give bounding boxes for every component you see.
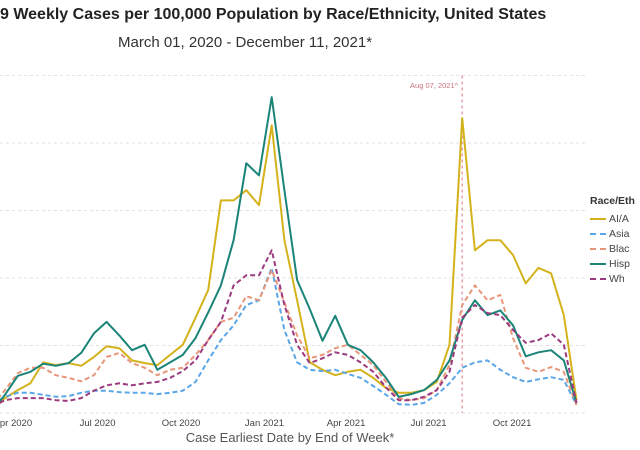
legend-items: AI/A Asia Blac Hisp Wh — [590, 211, 638, 286]
legend-item[interactable]: Wh — [590, 271, 638, 286]
x-tick-label: Jul 2020 — [80, 418, 116, 429]
x-tick-label: pr 2020 — [0, 418, 32, 429]
legend-swatch — [590, 262, 606, 265]
x-axis-label: Case Earliest Date by End of Week* — [186, 430, 395, 445]
legend-swatch — [590, 277, 606, 280]
legend-title: Race/Eth — [590, 195, 635, 207]
chart-subtitle: March 01, 2020 - December 11, 2021* — [118, 34, 373, 51]
legend-label: AI/A — [609, 212, 629, 225]
chart-title: 9 Weekly Cases per 100,000 Population by… — [0, 6, 547, 23]
legend-label: Hisp — [609, 257, 631, 270]
series-line-1 — [0, 266, 578, 406]
x-tick-label: Oct 2021 — [493, 418, 532, 429]
legend-label: Asia — [609, 227, 630, 240]
series-line-3 — [0, 96, 578, 404]
legend-item[interactable]: AI/A — [590, 211, 638, 226]
legend-label: Blac — [609, 242, 630, 255]
x-tick-label: Jul 2021 — [411, 418, 447, 429]
legend-label: Wh — [609, 272, 625, 285]
series-line-2 — [0, 268, 578, 406]
legend-item[interactable]: Asia — [590, 226, 638, 241]
legend: Race/Eth AI/A Asia Blac Hisp Wh — [590, 195, 638, 286]
legend-swatch — [590, 247, 606, 250]
x-tick-label: Apr 2021 — [327, 418, 366, 429]
legend-swatch — [590, 232, 606, 235]
x-tick-label: Oct 2020 — [162, 418, 201, 429]
legend-item[interactable]: Blac — [590, 241, 638, 256]
legend-swatch — [590, 217, 606, 220]
series-line-0 — [0, 117, 578, 405]
legend-item[interactable]: Hisp — [590, 256, 638, 271]
x-tick-label: Jan 2021 — [245, 418, 284, 429]
annotation-label: Aug 07, 2021^ — [410, 81, 459, 90]
series-line-4 — [0, 249, 578, 404]
